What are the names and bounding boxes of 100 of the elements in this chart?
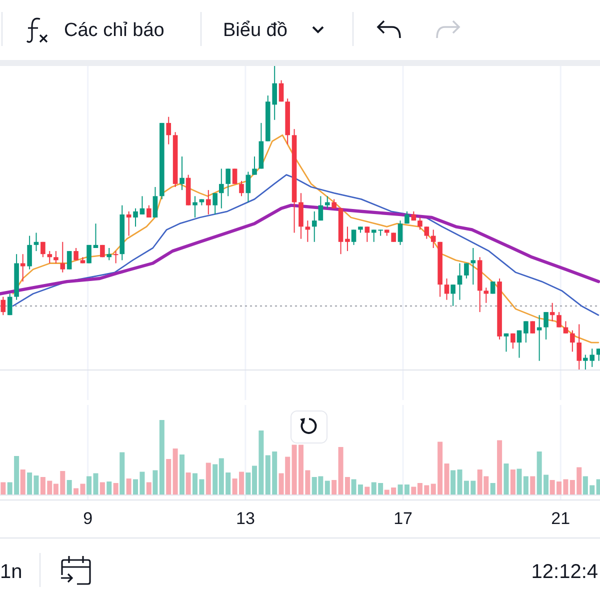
candlestick	[457, 262, 462, 300]
candlestick	[126, 210, 132, 236]
candlestick	[232, 168, 238, 184]
candlestick	[563, 320, 568, 334]
bar	[523, 476, 528, 495]
candlestick	[219, 168, 224, 209]
candlestick	[226, 168, 230, 197]
candlestick	[450, 284, 456, 306]
bar	[20, 470, 26, 495]
candlestick	[20, 254, 26, 282]
candlestick	[464, 262, 469, 279]
candlestick	[133, 208, 138, 228]
x-tick-label: 13	[236, 509, 255, 528]
candlestick	[246, 171, 251, 203]
candlestick	[444, 278, 450, 300]
candlestick	[332, 198, 336, 209]
candlestick	[305, 220, 310, 242]
candlestick	[550, 302, 555, 322]
candlestick	[576, 324, 582, 370]
candlestick	[424, 226, 430, 240]
x-tick-label: 21	[551, 509, 570, 528]
candlestick	[140, 196, 145, 215]
bar	[504, 464, 509, 495]
bar	[126, 478, 132, 495]
candlestick	[7, 293, 12, 316]
bar	[120, 452, 125, 495]
bar	[596, 479, 600, 495]
text: 12:12:4	[531, 561, 598, 583]
candlestick	[252, 156, 257, 176]
candlestick	[206, 190, 211, 215]
candlestick	[180, 156, 184, 191]
bar	[332, 480, 337, 495]
candlestick	[239, 180, 244, 197]
bar	[510, 470, 516, 495]
candlestick	[364, 226, 370, 242]
candlestick	[324, 196, 330, 209]
candlestick	[570, 330, 575, 352]
candlestick	[60, 241, 66, 273]
candlestick	[0, 296, 6, 316]
candlestick	[345, 226, 350, 252]
candlestick	[27, 235, 32, 270]
candlestick	[93, 223, 98, 248]
candlestick	[556, 312, 562, 328]
bar	[106, 482, 112, 495]
bar	[166, 459, 172, 495]
candlestick	[146, 204, 152, 218]
bar	[530, 476, 536, 495]
candlestick	[47, 250, 52, 264]
bar	[180, 454, 185, 495]
candlestick	[398, 220, 403, 246]
candlestick	[54, 250, 58, 264]
bar	[450, 470, 456, 495]
candlestick	[404, 210, 410, 224]
candlestick	[484, 287, 489, 304]
bar	[152, 470, 158, 495]
candlestick	[596, 348, 600, 362]
candlestick	[166, 116, 172, 145]
bar	[113, 483, 118, 495]
candlestick	[212, 192, 218, 215]
bar	[490, 483, 496, 495]
candlestick	[152, 186, 158, 218]
bar	[100, 482, 105, 495]
candlestick	[34, 232, 39, 252]
text: Các chỉ báo	[64, 20, 164, 41]
text: 1n	[0, 561, 22, 583]
bar	[324, 480, 330, 495]
bar	[146, 482, 152, 495]
candlestick	[524, 320, 528, 344]
candlestick	[351, 229, 356, 246]
candlestick	[490, 281, 496, 294]
candlestick	[74, 248, 78, 261]
bar	[516, 468, 522, 495]
candlestick	[544, 312, 548, 340]
candlestick	[510, 332, 516, 350]
candlestick	[278, 80, 284, 102]
candlestick	[536, 314, 542, 362]
candlestick	[516, 330, 522, 358]
candlestick	[318, 196, 324, 222]
candlestick	[312, 210, 317, 242]
x-tick-label: 9	[83, 509, 93, 528]
bar	[206, 462, 211, 495]
candlestick	[66, 250, 72, 270]
candlestick	[504, 332, 509, 352]
candlestick	[86, 244, 92, 264]
candlestick	[418, 217, 422, 230]
candlestick	[192, 196, 198, 218]
candlestick	[530, 320, 536, 334]
bar	[172, 448, 178, 495]
text: Biểu đồ	[223, 20, 288, 41]
bar	[66, 480, 72, 495]
bar	[0, 482, 6, 495]
bar	[186, 472, 191, 495]
candlestick	[470, 248, 476, 286]
x-tick-label: 17	[394, 509, 412, 528]
bar	[497, 440, 502, 495]
candlestick	[40, 241, 46, 258]
bar	[364, 486, 370, 495]
candlestick	[430, 229, 436, 248]
candlestick	[113, 250, 118, 264]
bar	[159, 420, 164, 495]
